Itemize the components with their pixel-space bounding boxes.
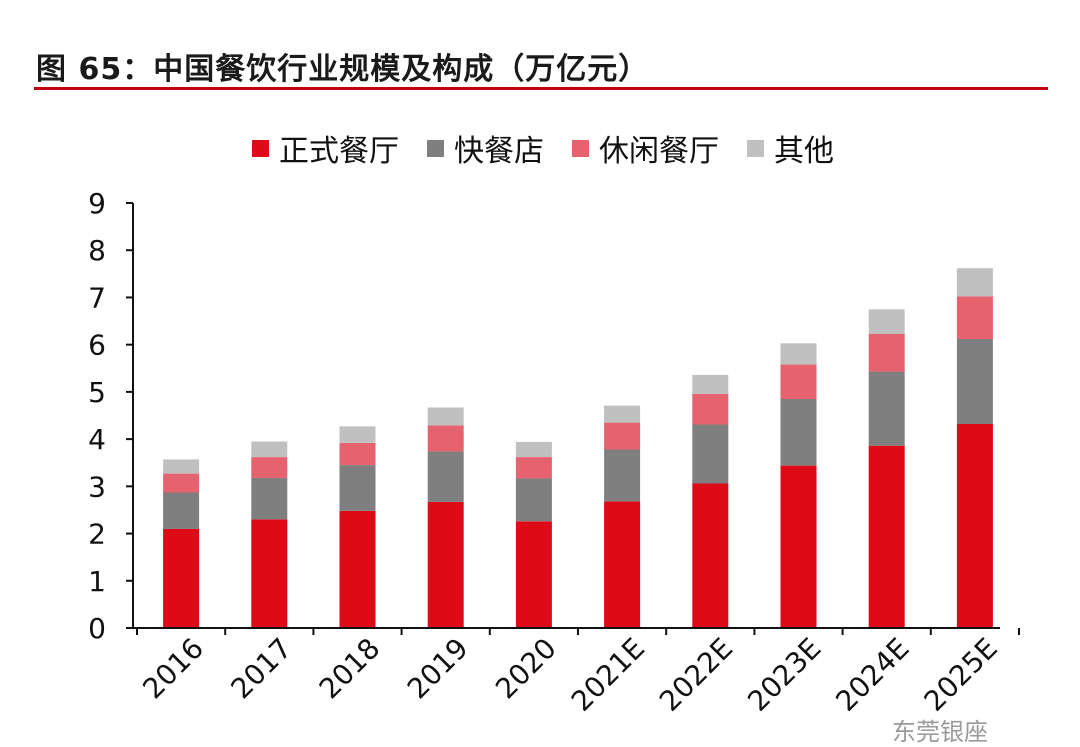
- y-tick-label-6: 6: [88, 329, 106, 362]
- bar-segment-2023E-series-2: [780, 364, 817, 399]
- bar-segment-2017-series-2: [251, 457, 288, 478]
- x-category-label-2024E: 2024E: [829, 632, 915, 718]
- bar-segment-2023E-series-0: [780, 465, 817, 628]
- bar-segment-2016-series-0: [163, 528, 200, 628]
- x-category-label-2016: 2016: [136, 632, 210, 706]
- bar-segment-2022E-series-2: [692, 393, 729, 425]
- legend-swatch-casual: [572, 139, 589, 157]
- bar-segment-2020-series-3: [515, 441, 552, 457]
- y-tick-label-2: 2: [88, 518, 106, 551]
- y-tick-label-8: 8: [88, 234, 106, 267]
- bar-segment-2016-series-2: [163, 473, 200, 493]
- bar-segment-2017-series-1: [251, 477, 288, 520]
- bar-segment-2016-series-3: [163, 459, 200, 474]
- bars-layer: [163, 268, 993, 628]
- bar-segment-2024E-series-3: [868, 309, 905, 334]
- legend-label-casual: 休闲餐厅: [599, 134, 719, 169]
- bar-segment-2020-series-0: [515, 521, 552, 628]
- y-tick-label-0: 0: [88, 612, 106, 645]
- bar-segment-2024E-series-2: [868, 333, 905, 372]
- bar-segment-2025E-series-2: [956, 296, 993, 339]
- x-category-label-2022E: 2022E: [653, 632, 739, 718]
- x-category-label-2020: 2020: [489, 632, 563, 706]
- y-tick-label-9: 9: [88, 187, 106, 220]
- legend-item-formal: 正式餐厅: [252, 126, 399, 170]
- x-category-label-2021E: 2021E: [565, 632, 651, 718]
- bar-segment-2018-series-1: [339, 465, 376, 511]
- legend-item-casual: 休闲餐厅: [572, 126, 719, 170]
- y-tick-label-4: 4: [88, 423, 106, 456]
- title-rule: [34, 87, 1048, 90]
- legend-label-formal: 正式餐厅: [279, 134, 399, 169]
- legend-item-other: 其他: [747, 126, 834, 170]
- bar-segment-2018-series-0: [339, 510, 376, 628]
- x-category-label-2018: 2018: [313, 632, 387, 706]
- bar-segment-2025E-series-0: [956, 424, 993, 628]
- bar-segment-2017-series-0: [251, 519, 288, 628]
- y-tick-label-3: 3: [88, 470, 106, 503]
- legend-item-fast-food: 快餐店: [427, 126, 544, 170]
- bar-segment-2024E-series-0: [868, 445, 905, 628]
- bar-segment-2019-series-2: [427, 425, 464, 452]
- x-category-label-2017: 2017: [225, 632, 299, 706]
- axes-layer: [126, 202, 1020, 635]
- legend-swatch-formal: [252, 139, 269, 157]
- bar-segment-2021E-series-0: [604, 501, 641, 628]
- bar-segment-2021E-series-2: [604, 422, 641, 450]
- bar-segment-2019-series-1: [427, 451, 464, 502]
- x-category-label-2019: 2019: [401, 632, 475, 706]
- y-tick-label-7: 7: [88, 281, 106, 314]
- bar-segment-2025E-series-3: [956, 268, 993, 297]
- bar-segment-2020-series-2: [515, 457, 552, 479]
- bar-segment-2021E-series-1: [604, 449, 641, 502]
- x-category-label-2023E: 2023E: [741, 632, 827, 718]
- legend-swatch-other: [747, 139, 764, 157]
- bar-segment-2018-series-3: [339, 426, 376, 443]
- y-tick-label-1: 1: [88, 565, 106, 598]
- x-category-label-2025E: 2025E: [918, 632, 1004, 718]
- bar-segment-2023E-series-3: [780, 343, 817, 365]
- bar-segment-2016-series-1: [163, 492, 200, 529]
- bar-segment-2019-series-0: [427, 501, 464, 628]
- watermark-text: 东莞银座: [892, 718, 988, 746]
- bar-segment-2017-series-3: [251, 441, 288, 458]
- bar-segment-2022E-series-0: [692, 483, 729, 628]
- bar-segment-2025E-series-1: [956, 339, 993, 424]
- bar-segment-2020-series-1: [515, 478, 552, 522]
- bar-segment-2019-series-3: [427, 407, 464, 426]
- bar-segment-2023E-series-1: [780, 399, 817, 466]
- y-tick-label-5: 5: [88, 376, 106, 409]
- legend-swatch-fast-food: [427, 139, 444, 157]
- bar-segment-2024E-series-1: [868, 371, 905, 446]
- bar-segment-2021E-series-3: [604, 405, 641, 423]
- figure-title: 图 65：中国餐饮行业规模及构成（万亿元）: [36, 52, 650, 87]
- chart-legend: 正式餐厅 快餐店 休闲餐厅 其他: [252, 126, 862, 170]
- bar-segment-2022E-series-3: [692, 374, 729, 394]
- bar-segment-2018-series-2: [339, 442, 376, 466]
- legend-label-other: 其他: [774, 134, 834, 169]
- legend-label-fast-food: 快餐店: [454, 134, 544, 169]
- bar-segment-2022E-series-1: [692, 424, 729, 484]
